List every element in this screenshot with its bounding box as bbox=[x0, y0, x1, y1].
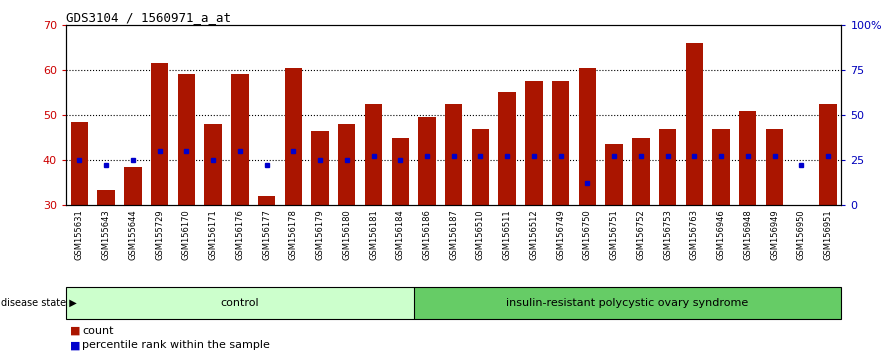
Text: GSM156171: GSM156171 bbox=[209, 209, 218, 260]
Text: GSM156951: GSM156951 bbox=[824, 209, 833, 260]
Text: insulin-resistant polycystic ovary syndrome: insulin-resistant polycystic ovary syndr… bbox=[507, 298, 749, 308]
Bar bbox=[285, 68, 302, 205]
Text: ■: ■ bbox=[70, 340, 81, 350]
Text: GSM156176: GSM156176 bbox=[235, 209, 244, 260]
Text: GSM156187: GSM156187 bbox=[449, 209, 458, 260]
Bar bbox=[124, 167, 142, 205]
Text: GSM155644: GSM155644 bbox=[129, 209, 137, 260]
Bar bbox=[365, 104, 382, 205]
Text: GSM155643: GSM155643 bbox=[101, 209, 111, 260]
Bar bbox=[391, 138, 409, 205]
Text: GSM156763: GSM156763 bbox=[690, 209, 699, 260]
Bar bbox=[151, 63, 168, 205]
Text: GSM156511: GSM156511 bbox=[503, 209, 512, 260]
Text: GSM155631: GSM155631 bbox=[75, 209, 84, 260]
Bar bbox=[766, 129, 783, 205]
Bar bbox=[659, 129, 677, 205]
Text: GSM156180: GSM156180 bbox=[343, 209, 352, 260]
Text: ■: ■ bbox=[70, 326, 81, 336]
Bar bbox=[819, 104, 837, 205]
Text: GSM156512: GSM156512 bbox=[529, 209, 538, 260]
Bar bbox=[204, 124, 222, 205]
Text: GSM156948: GSM156948 bbox=[744, 209, 752, 260]
Bar bbox=[525, 81, 543, 205]
Bar bbox=[499, 92, 516, 205]
Bar bbox=[793, 205, 810, 228]
Bar bbox=[685, 43, 703, 205]
Text: control: control bbox=[220, 298, 259, 308]
Bar bbox=[633, 138, 649, 205]
Bar bbox=[338, 124, 355, 205]
Bar bbox=[231, 74, 248, 205]
Bar bbox=[552, 81, 569, 205]
Text: GSM156510: GSM156510 bbox=[476, 209, 485, 260]
Bar bbox=[258, 196, 275, 205]
Text: GSM156177: GSM156177 bbox=[262, 209, 271, 260]
Bar bbox=[413, 287, 841, 319]
Bar bbox=[739, 110, 757, 205]
Bar bbox=[418, 117, 436, 205]
Bar bbox=[579, 68, 596, 205]
Bar bbox=[713, 129, 729, 205]
Text: percentile rank within the sample: percentile rank within the sample bbox=[82, 340, 270, 350]
Text: GSM156946: GSM156946 bbox=[716, 209, 726, 260]
Text: GSM156752: GSM156752 bbox=[636, 209, 646, 260]
Text: GSM156186: GSM156186 bbox=[423, 209, 432, 260]
Text: GSM156170: GSM156170 bbox=[181, 209, 191, 260]
Bar bbox=[66, 287, 413, 319]
Bar bbox=[178, 74, 195, 205]
Text: GSM156179: GSM156179 bbox=[315, 209, 324, 260]
Bar bbox=[98, 189, 115, 205]
Bar bbox=[471, 129, 489, 205]
Text: GDS3104 / 1560971_a_at: GDS3104 / 1560971_a_at bbox=[66, 11, 231, 24]
Bar bbox=[605, 144, 623, 205]
Text: GSM156949: GSM156949 bbox=[770, 209, 779, 260]
Text: GSM156181: GSM156181 bbox=[369, 209, 378, 260]
Text: GSM156750: GSM156750 bbox=[583, 209, 592, 260]
Bar bbox=[445, 104, 463, 205]
Text: GSM156178: GSM156178 bbox=[289, 209, 298, 260]
Text: GSM156753: GSM156753 bbox=[663, 209, 672, 260]
Text: GSM156184: GSM156184 bbox=[396, 209, 404, 260]
Text: disease state ▶: disease state ▶ bbox=[1, 298, 77, 308]
Text: GSM155729: GSM155729 bbox=[155, 209, 164, 260]
Text: GSM156751: GSM156751 bbox=[610, 209, 618, 260]
Bar bbox=[311, 131, 329, 205]
Text: GSM156749: GSM156749 bbox=[556, 209, 565, 260]
Text: GSM156950: GSM156950 bbox=[796, 209, 806, 260]
Bar bbox=[70, 122, 88, 205]
Text: count: count bbox=[82, 326, 114, 336]
